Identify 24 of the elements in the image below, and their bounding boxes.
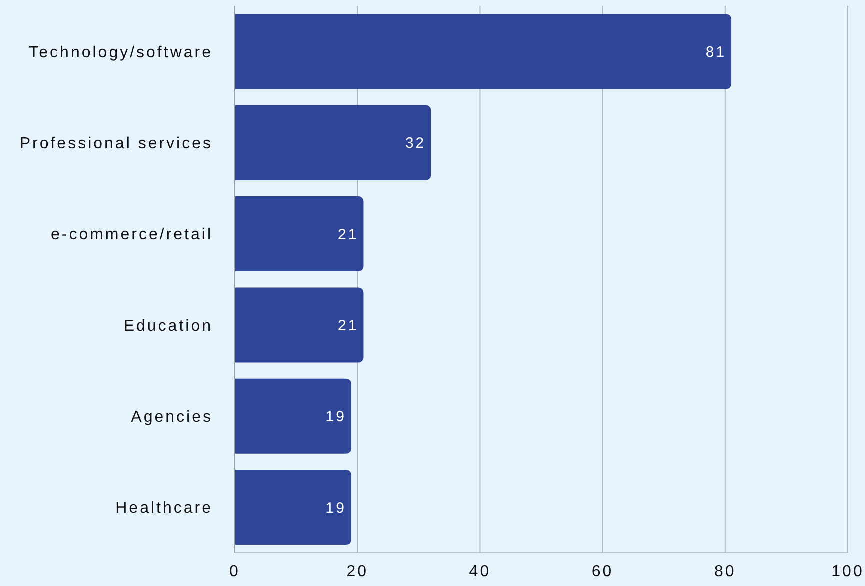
data-label: 21 xyxy=(338,318,359,335)
bar xyxy=(235,378,352,454)
x-tick-label: 80 xyxy=(714,563,736,580)
y-tick-label: Professional services xyxy=(20,135,213,152)
x-tick-label: 40 xyxy=(469,563,492,580)
x-tick-label: 0 xyxy=(230,563,240,580)
bar xyxy=(235,288,364,363)
x-tick-label: 60 xyxy=(592,563,614,580)
y-tick-label: Healthcare xyxy=(116,500,213,518)
data-label: 19 xyxy=(326,500,346,517)
data-label: 19 xyxy=(326,408,346,426)
data-label: 32 xyxy=(405,135,426,152)
x-tick-label: 100 xyxy=(832,563,864,580)
y-tick-label: e-commerce/retail xyxy=(50,226,213,244)
bar xyxy=(235,105,432,180)
y-tick-label: Education xyxy=(124,318,213,335)
data-label: 81 xyxy=(706,44,727,62)
data-label: 21 xyxy=(338,226,359,244)
bar xyxy=(235,14,732,90)
x-tick-label: 20 xyxy=(346,563,368,580)
y-tick-label: Agencies xyxy=(131,408,213,426)
bar xyxy=(235,470,352,546)
bar xyxy=(235,196,364,272)
y-tick-label: Technology/software xyxy=(29,44,213,62)
